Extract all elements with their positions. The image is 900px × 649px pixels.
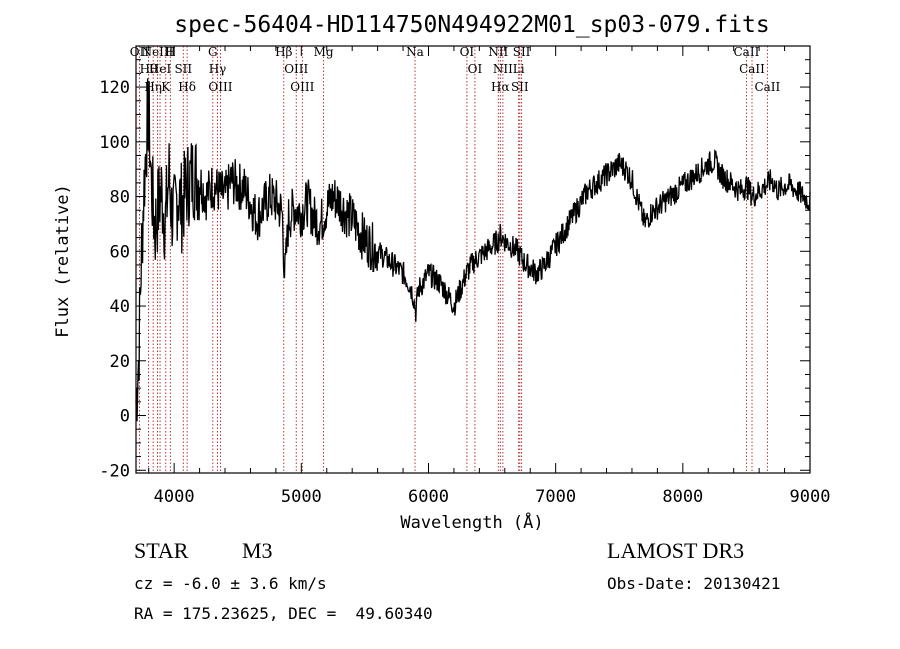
line-marker-label: SII — [511, 80, 529, 94]
x-tick-label: 8000 — [662, 487, 703, 507]
y-tick-label: 100 — [99, 133, 130, 153]
line-marker-label: Na — [406, 45, 424, 59]
axis-ticks: 4000 5000 6000 7000 8000 9000 -20 0 20 40 60 80 100 1… — [99, 46, 830, 507]
y-tick-label: 80 — [110, 188, 130, 208]
object-class: STAR — [134, 538, 189, 563]
line-marker-label: CaII — [734, 45, 760, 59]
x-tick-label: 5000 — [281, 487, 322, 507]
line-marker-label: OI — [468, 62, 483, 76]
x-tick-label: 6000 — [408, 487, 449, 507]
spectrum-series-line — [135, 78, 811, 422]
y-tick-label: -20 — [99, 461, 130, 481]
line-marker-label: OI — [460, 45, 475, 59]
line-marker-label: CaII — [739, 62, 765, 76]
line-marker-label: NeIII — [142, 45, 174, 59]
line-marker-label: H — [165, 45, 175, 59]
emission-line-labels: OIIHθHηNeIIIHeIKHSIIHδGHγOIIIHβOIIIOIIIM… — [130, 45, 781, 94]
line-marker-label: G — [208, 45, 218, 59]
sky-coordinates: RA = 175.23625, DEC = 49.60340 — [134, 604, 433, 623]
line-marker-label: SII — [513, 45, 531, 59]
line-marker-label: Li — [513, 62, 525, 76]
line-marker-label: OIII — [290, 80, 314, 94]
line-marker-label: OII — [130, 45, 150, 59]
y-tick-label: 120 — [99, 78, 130, 98]
plot-frame — [135, 45, 811, 474]
line-marker-label: Hα — [491, 80, 510, 94]
x-axis-label: Wavelength (Å) — [400, 511, 543, 533]
x-tick-label: 4000 — [154, 487, 195, 507]
line-marker-label: Hγ — [209, 62, 227, 76]
survey-name: LAMOST DR3 — [607, 538, 745, 563]
observation-date: Obs-Date: 20130421 — [607, 574, 781, 593]
chart-title: spec-56404-HD114750N494922M01_sp03-079.f… — [174, 12, 769, 38]
redshift-value: cz = -6.0 ± 3.6 km/s — [134, 574, 327, 593]
y-tick-label: 60 — [110, 242, 130, 262]
y-tick-label: 40 — [110, 297, 130, 317]
line-marker-label: NII — [493, 62, 513, 76]
x-tick-label: 9000 — [790, 487, 831, 507]
y-tick-label: 20 — [110, 352, 130, 372]
line-marker-label: HeI — [149, 62, 172, 76]
line-marker-label: Hβ — [275, 45, 292, 59]
line-marker-label: NII — [488, 45, 508, 59]
object-subclass: M3 — [242, 538, 273, 563]
line-marker-label: SII — [174, 62, 192, 76]
line-marker-label: Mg — [314, 45, 334, 59]
emission-line-markers — [138, 46, 768, 473]
line-marker-label: CaII — [754, 80, 780, 94]
y-tick-label: 0 — [120, 407, 130, 427]
line-marker-label: Hθ — [140, 62, 158, 76]
x-tick-label: 7000 — [535, 487, 576, 507]
line-marker-label: K — [161, 80, 171, 94]
line-marker-label: OIII — [284, 62, 308, 76]
line-marker-label: Hδ — [178, 80, 196, 94]
line-marker-label: OIII — [208, 80, 232, 94]
y-axis-label: Flux (relative) — [53, 184, 73, 338]
